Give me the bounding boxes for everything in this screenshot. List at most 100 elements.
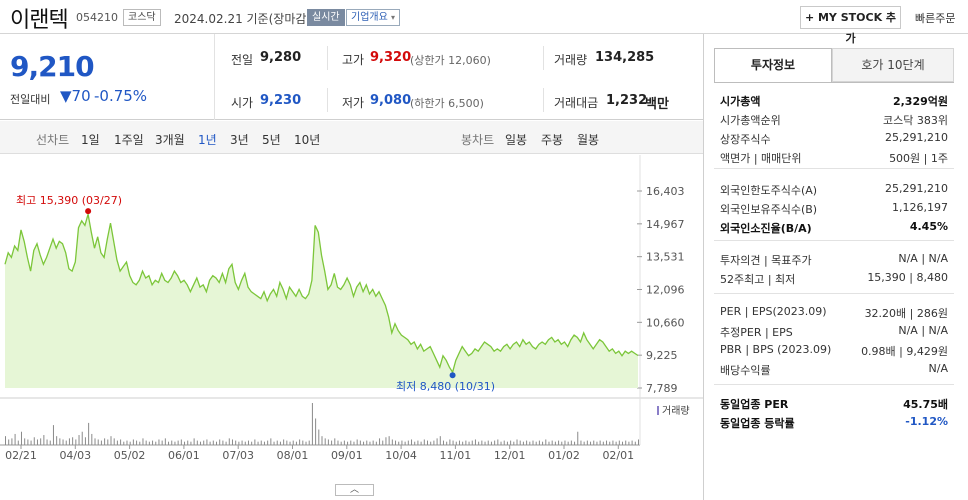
volume-bar <box>522 441 524 445</box>
volume-bar <box>308 440 310 445</box>
volume-bar <box>171 440 173 445</box>
info-row-value: 15,390 | 8,480 <box>867 271 948 284</box>
volume-bar <box>190 441 192 445</box>
volume-bar <box>17 440 19 445</box>
x-tick-label: 02/21 <box>5 449 37 462</box>
volume-bar <box>104 438 106 445</box>
tab-monthly[interactable]: 월봉 <box>577 133 600 147</box>
volume-bar <box>513 441 515 445</box>
volume-bar <box>510 440 512 445</box>
chevron-up-icon: ︿ <box>349 485 359 495</box>
volume-bar <box>136 440 138 445</box>
volume-bar <box>78 435 80 445</box>
amount-value: 1,232 <box>606 93 648 108</box>
volume-bar <box>228 438 230 445</box>
live-button[interactable]: 실시간 <box>307 9 345 26</box>
tab-weekly[interactable]: 주봉 <box>541 133 564 147</box>
volume-bar <box>225 441 227 445</box>
tab-1w[interactable]: 1주일 <box>114 133 144 147</box>
info-row-label: 동일업종 PER <box>720 398 789 411</box>
volume-bar <box>417 440 419 445</box>
panel-section-divider <box>714 240 954 241</box>
high-label: 고가 <box>342 53 365 67</box>
volume-bar <box>446 441 448 445</box>
volume-bar <box>222 440 224 445</box>
open-value: 9,230 <box>260 93 302 108</box>
tab-3y[interactable]: 3년 <box>230 133 249 147</box>
prev-close-label: 전일 <box>231 53 254 67</box>
volume-value: 134,285 <box>595 50 655 65</box>
volume-bar <box>84 437 86 445</box>
volume-bar <box>545 439 547 445</box>
volume-bar <box>168 441 170 445</box>
low-label: 저가 <box>342 96 365 110</box>
volume-bar <box>615 441 617 445</box>
volume-bar <box>548 441 550 445</box>
add-mystock-button[interactable]: + MY STOCK 추가 <box>800 6 901 45</box>
price-line <box>4 214 639 374</box>
volume-bar <box>283 439 285 445</box>
volume-bar <box>180 439 182 445</box>
volume-bar <box>583 441 585 445</box>
volume-bar <box>276 440 278 445</box>
volume-bar <box>519 440 521 445</box>
volume-bar <box>145 440 147 445</box>
info-row-value: 4.45% <box>909 220 948 233</box>
tab-invest-info[interactable]: 투자정보 <box>714 48 832 82</box>
volume-bar <box>75 439 77 445</box>
volume-bar <box>187 440 189 445</box>
info-row-label: 액면가 | 매매단위 <box>720 152 802 165</box>
volume-bar <box>126 440 128 445</box>
tab-3m[interactable]: 3개월 <box>155 133 185 147</box>
volume-bar <box>388 436 390 445</box>
corp-overview-dropdown[interactable]: 기업개요 ▾ <box>346 9 401 26</box>
volume-bar <box>427 440 428 445</box>
volume-bar <box>455 441 457 445</box>
volume-bar <box>436 438 438 445</box>
volume-bar <box>94 438 96 445</box>
line-chart-label: 선차트 <box>36 133 70 147</box>
volume-bar <box>203 440 205 445</box>
x-tick-label: 07/03 <box>222 449 254 462</box>
info-row-label: 추정PER | EPS <box>720 326 793 339</box>
info-row-value: 500원 | 1주 <box>889 152 948 165</box>
tab-daily[interactable]: 일봉 <box>505 133 528 147</box>
volume-legend-icon <box>657 406 659 415</box>
volume-bar <box>359 440 361 445</box>
volume-bar <box>420 441 422 445</box>
volume-bar <box>618 440 620 445</box>
tab-1d[interactable]: 1일 <box>81 133 100 147</box>
price-chart[interactable]: 16,403 14,967 13,531 12,096 10,660 9,225 7,789… <box>0 155 703 500</box>
collapse-button[interactable]: ︿ <box>335 484 374 496</box>
volume-bar <box>100 440 102 445</box>
volume-bar <box>184 441 186 445</box>
volume-bar <box>305 441 307 445</box>
volume-bar <box>590 441 592 445</box>
volume-bar <box>580 440 582 445</box>
volume-bar <box>449 439 451 445</box>
volume-bar <box>622 441 624 445</box>
volume-bar <box>30 440 32 445</box>
stock-header <box>0 0 968 34</box>
volume-bar <box>612 440 614 445</box>
volume-bar <box>606 440 608 445</box>
volume-bar <box>487 440 489 445</box>
volume-bar <box>535 441 537 445</box>
panel-section-divider <box>714 384 954 385</box>
volume-bar <box>577 431 579 445</box>
volume-bar <box>414 441 416 445</box>
volume-bar <box>484 441 486 445</box>
info-row-value: 0.98배 | 9,429원 <box>861 345 948 358</box>
volume-bar <box>347 441 349 445</box>
y-tick-label: 12,096 <box>646 284 685 297</box>
tab-5y[interactable]: 5년 <box>262 133 281 147</box>
volume-bar <box>247 440 249 445</box>
tab-10y[interactable]: 10년 <box>294 133 321 147</box>
x-tick-label: 11/01 <box>440 449 472 462</box>
tab-1y[interactable]: 1년 <box>198 133 217 147</box>
quick-order-link[interactable]: 빠른주문 <box>915 12 956 25</box>
volume-bar <box>14 433 16 445</box>
volume-bar <box>132 439 134 445</box>
volume-bar <box>251 441 253 445</box>
tab-hoga-10[interactable]: 호가 10단계 <box>832 48 954 82</box>
